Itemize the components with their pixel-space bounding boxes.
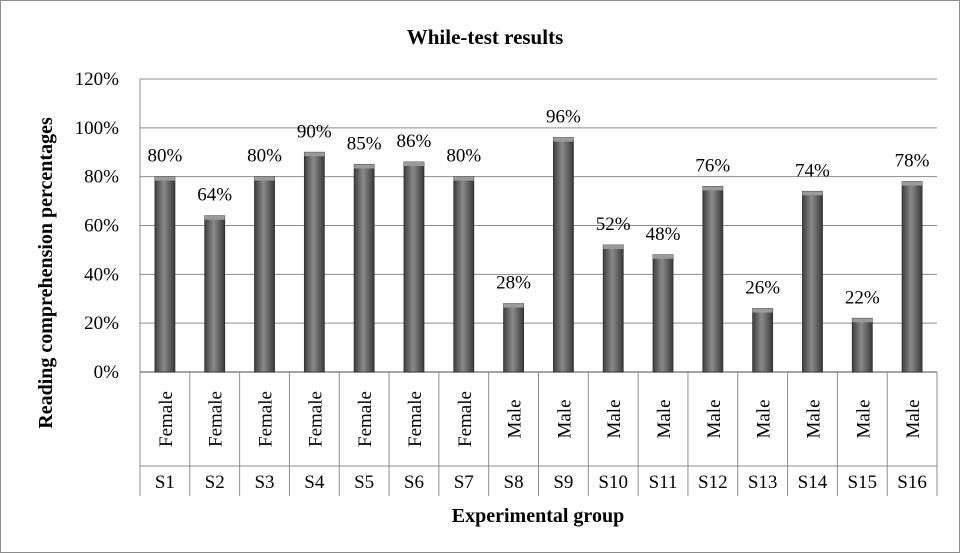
- gender-label-S4: Female: [305, 391, 326, 447]
- data-labels: 80% 64% 80% 90% 85% 86% 80% 28% 96% 52% 48% 76% 26% 7…: [147, 107, 929, 309]
- bar-cap-S8: [503, 303, 524, 308]
- gender-label-S8: Male: [505, 399, 526, 438]
- data-label-S6: 86%: [397, 131, 432, 152]
- bar-S8: [503, 303, 524, 373]
- bar-cap-S10: [603, 245, 624, 250]
- data-label-S16: 78%: [895, 151, 930, 172]
- y-tick-label: 0%: [94, 362, 120, 383]
- bars: [154, 137, 923, 373]
- bar-S9: [553, 137, 574, 373]
- category-label-S4: S4: [304, 472, 325, 493]
- data-label-S15: 22%: [845, 287, 880, 308]
- gender-label-S14: Male: [803, 399, 824, 438]
- bar-cap-S1: [154, 176, 175, 181]
- data-label-S5: 85%: [347, 133, 382, 154]
- gender-label-S10: Male: [604, 399, 625, 438]
- category-label-S1: S1: [155, 472, 175, 493]
- bar-cap-S7: [453, 176, 474, 181]
- data-label-S4: 90%: [297, 121, 332, 142]
- y-tick-label: 60%: [84, 216, 119, 237]
- data-label-S1: 80%: [147, 146, 182, 167]
- data-label-S14: 74%: [795, 160, 830, 181]
- bar-cap-S11: [653, 254, 674, 259]
- bar-cap-S5: [354, 164, 375, 169]
- data-label-S10: 52%: [596, 214, 631, 235]
- gender-label-S9: Male: [554, 399, 575, 438]
- bar-S3: [254, 176, 275, 373]
- data-label-S9: 96%: [546, 107, 581, 128]
- bar-S16: [901, 181, 923, 373]
- bar-cap-S4: [304, 152, 325, 157]
- bar-cap-S3: [254, 176, 275, 181]
- bar-S13: [752, 308, 774, 373]
- bar-S7: [453, 176, 475, 373]
- data-label-S11: 48%: [646, 224, 681, 245]
- bar-S1: [154, 176, 176, 373]
- bar-S6: [403, 161, 425, 373]
- category-label-S9: S9: [553, 472, 573, 493]
- category-label-S14: S14: [798, 472, 828, 493]
- category-label-S15: S15: [847, 472, 877, 493]
- category-label-S16: S16: [897, 472, 927, 493]
- category-label-S3: S3: [254, 472, 274, 493]
- y-tick-label: 100%: [75, 118, 120, 139]
- category-label-S10: S10: [598, 472, 628, 493]
- chart-title: While-test results: [407, 25, 564, 49]
- bar-cap-S9: [553, 137, 574, 142]
- category-label-S11: S11: [649, 472, 678, 493]
- category-label-S5: S5: [354, 472, 374, 493]
- y-tick-label: 120%: [75, 69, 120, 90]
- bar-cap-S16: [902, 181, 923, 186]
- x-axis-table: Female S1 Female S2 Female S3 Female S4 Female S5…: [139, 372, 938, 496]
- bar-S11: [652, 254, 674, 373]
- bar-S5: [353, 164, 375, 373]
- bar-S15: [851, 317, 873, 373]
- gender-label-S12: Male: [704, 399, 725, 438]
- bar-cap-S15: [852, 318, 873, 323]
- bar-S14: [802, 190, 823, 373]
- bar-cap-S6: [403, 162, 424, 167]
- data-label-S12: 76%: [695, 155, 730, 176]
- gender-label-S16: Male: [903, 399, 924, 438]
- y-tick-label: 40%: [84, 264, 119, 285]
- data-label-S3: 80%: [247, 146, 282, 167]
- category-label-S8: S8: [504, 472, 524, 493]
- data-label-S7: 80%: [446, 146, 481, 167]
- category-label-S12: S12: [698, 472, 728, 493]
- bar-cap-S13: [752, 308, 773, 313]
- bar-S10: [602, 244, 624, 373]
- bar-S4: [303, 151, 325, 373]
- gender-label-S13: Male: [754, 399, 775, 438]
- data-label-S8: 28%: [496, 273, 531, 294]
- gender-label-S2: Female: [206, 391, 227, 447]
- gender-label-S7: Female: [455, 391, 476, 447]
- category-label-S13: S13: [748, 472, 778, 493]
- bar-cap-S12: [702, 186, 723, 191]
- category-label-S2: S2: [205, 472, 225, 493]
- category-label-S7: S7: [454, 472, 474, 493]
- data-label-S13: 26%: [745, 278, 780, 299]
- data-label-S2: 64%: [197, 185, 232, 206]
- gender-label-S1: Female: [156, 391, 177, 447]
- bar-cap-S2: [204, 215, 225, 220]
- bar-cap-S14: [802, 191, 823, 196]
- y-axis-label: Reading comprehension percentages: [35, 117, 57, 429]
- bar-S12: [702, 186, 724, 373]
- y-tick-label: 20%: [84, 313, 119, 334]
- gender-label-S11: Male: [654, 399, 675, 438]
- gender-label-S5: Female: [355, 391, 376, 447]
- gender-label-S3: Female: [256, 391, 277, 447]
- y-tick-labels: 0% 20% 40% 60% 80% 100% 120%: [75, 69, 120, 383]
- gender-label-S6: Female: [405, 391, 426, 447]
- bar-S2: [204, 215, 226, 373]
- category-label-S6: S6: [404, 472, 424, 493]
- gender-label-S15: Male: [853, 399, 874, 438]
- x-axis-label: Experimental group: [452, 505, 624, 527]
- y-tick-label: 80%: [84, 167, 119, 188]
